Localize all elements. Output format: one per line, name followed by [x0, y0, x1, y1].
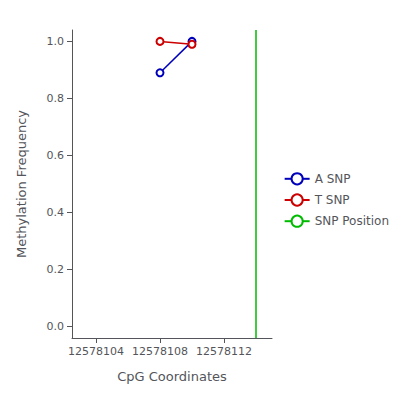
- svg-text:Methylation Frequency: Methylation Frequency: [14, 110, 29, 258]
- svg-text:12578108: 12578108: [132, 345, 188, 358]
- svg-text:T SNP: T SNP: [314, 193, 350, 207]
- svg-text:1.0: 1.0: [47, 35, 65, 48]
- svg-text:0.0: 0.0: [47, 320, 65, 333]
- svg-text:12578104: 12578104: [68, 345, 124, 358]
- svg-text:12578112: 12578112: [196, 345, 252, 358]
- svg-text:0.2: 0.2: [47, 263, 65, 276]
- svg-text:0.6: 0.6: [47, 149, 65, 162]
- svg-text:CpG Coordinates: CpG Coordinates: [117, 369, 227, 384]
- svg-text:0.8: 0.8: [47, 92, 65, 105]
- svg-text:SNP Position: SNP Position: [315, 214, 389, 228]
- svg-text:A SNP: A SNP: [315, 172, 351, 186]
- svg-text:0.4: 0.4: [47, 206, 65, 219]
